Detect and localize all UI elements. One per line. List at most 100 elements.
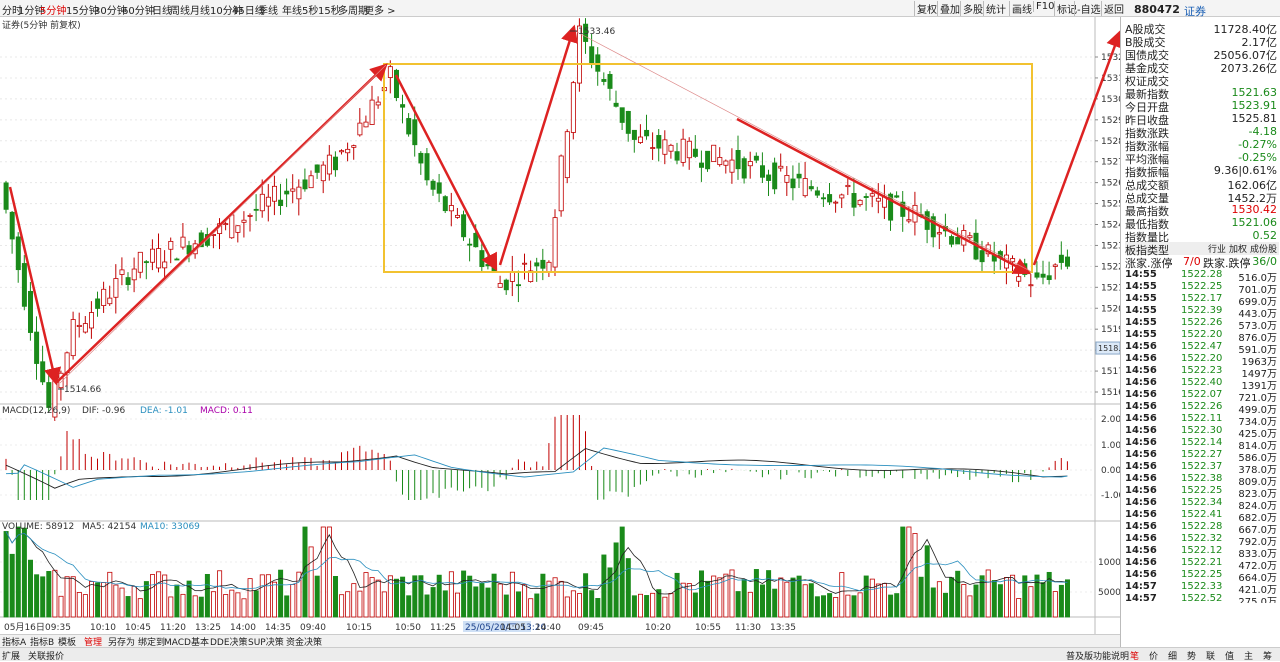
volume-bar bbox=[149, 574, 155, 618]
volume-bar bbox=[21, 527, 27, 618]
period-tab[interactable]: 5秒 bbox=[302, 6, 319, 17]
tick-price: 1522.21 bbox=[1181, 557, 1223, 568]
candle-body bbox=[375, 101, 381, 106]
tick-time: 14:55 bbox=[1125, 281, 1157, 292]
footer-tab[interactable]: 值 bbox=[1225, 652, 1235, 662]
candle-body bbox=[259, 193, 265, 212]
candle-body bbox=[1040, 273, 1046, 278]
footer-tab[interactable]: 价 bbox=[1149, 652, 1159, 662]
period-tab[interactable]: 15秒 bbox=[318, 6, 341, 17]
symbol-name[interactable]: 证券 bbox=[1184, 5, 1206, 18]
tick-volume: 701.0万 bbox=[1238, 285, 1277, 296]
volume-bar bbox=[27, 559, 33, 618]
toolbar-button[interactable]: 返回 bbox=[1101, 1, 1126, 16]
footer-tab[interactable]: 笔 bbox=[1130, 652, 1140, 662]
period-tab[interactable]: 分时 bbox=[2, 6, 22, 17]
volume-ma5-line bbox=[5, 531, 1068, 595]
period-tab[interactable]: 45日线 bbox=[232, 6, 265, 17]
toolbar-button[interactable]: 多股 bbox=[960, 1, 985, 16]
tick-row: 14:56 1522.41 682.0万 bbox=[1125, 509, 1279, 524]
tick-time: 14:56 bbox=[1125, 461, 1157, 472]
volume-bar bbox=[967, 595, 973, 618]
indicator-tab[interactable]: MACD基本 bbox=[164, 638, 209, 648]
volume-ma10-line bbox=[5, 531, 1068, 592]
period-tab[interactable]: 月线 bbox=[190, 6, 210, 17]
toolbar-button[interactable]: -自选 bbox=[1074, 1, 1103, 16]
toolbar-button[interactable]: F10 bbox=[1033, 1, 1056, 12]
footer-tab[interactable]: 势 bbox=[1187, 652, 1197, 662]
candle-body bbox=[448, 205, 454, 212]
period-tab[interactable]: 年线 bbox=[282, 6, 302, 17]
period-tab[interactable]: 60分钟 bbox=[122, 6, 155, 17]
candle-body bbox=[955, 236, 961, 245]
footer-tab[interactable]: 筹 bbox=[1263, 652, 1273, 662]
indicator-tab[interactable]: 绑定到 bbox=[138, 638, 166, 648]
tick-volume: 586.0万 bbox=[1238, 453, 1277, 464]
toolbar-button[interactable]: 统计 bbox=[983, 1, 1008, 16]
time-axis-label: 14:00 bbox=[230, 623, 256, 633]
footer-tab[interactable]: 主 bbox=[1244, 652, 1254, 662]
footer-tab[interactable]: 细 bbox=[1168, 652, 1178, 662]
period-tab[interactable]: 5分钟 bbox=[40, 6, 67, 17]
indicator-tab[interactable]: SUP决策 bbox=[248, 638, 284, 648]
candle-body bbox=[461, 214, 467, 238]
candle-body bbox=[320, 164, 326, 182]
kline-chart[interactable]: 1532153115301529152815271526152515241523… bbox=[0, 17, 1120, 634]
volume-bar bbox=[320, 526, 326, 618]
volume-bars bbox=[3, 526, 1071, 618]
period-tab[interactable]: 30分钟 bbox=[94, 6, 127, 17]
period-tab[interactable]: 15分钟 bbox=[66, 6, 99, 17]
candle-body bbox=[406, 118, 412, 135]
period-tab[interactable]: 周线 bbox=[170, 6, 190, 17]
board-type-value: 成份股 bbox=[1249, 245, 1277, 255]
indicator-tab[interactable]: 模板 bbox=[58, 638, 77, 648]
candle-body bbox=[705, 150, 711, 170]
toolbar-button[interactable]: 复权 bbox=[914, 1, 939, 16]
volume-bar bbox=[1004, 577, 1010, 618]
trend-arrow bbox=[736, 117, 1032, 275]
toolbar-button[interactable]: 画线 bbox=[1009, 1, 1034, 16]
period-tab[interactable]: 更多 > bbox=[364, 6, 396, 17]
volume-bar bbox=[119, 587, 125, 618]
toolbar-button[interactable]: 标记 bbox=[1054, 1, 1079, 16]
tick-row: 14:56 1522.21 472.0万 bbox=[1125, 557, 1279, 572]
footer-link[interactable]: 关联报价 bbox=[28, 652, 65, 662]
toolbar-button[interactable]: 叠加 bbox=[937, 1, 962, 16]
indicator-tab[interactable]: 指标B bbox=[30, 638, 55, 648]
volume-bar bbox=[442, 590, 448, 618]
candle-body bbox=[485, 264, 491, 267]
indicator-tab[interactable]: 另存为 bbox=[108, 638, 136, 648]
volume-bar bbox=[656, 589, 662, 618]
info-value: 2073.26亿 bbox=[1220, 62, 1278, 75]
macd-bars bbox=[5, 415, 1068, 500]
volume-bar bbox=[467, 575, 473, 618]
period-tab[interactable]: 季线 bbox=[258, 6, 278, 17]
volume-bar bbox=[631, 595, 637, 618]
volume-bar bbox=[332, 576, 338, 618]
candle-body bbox=[296, 186, 302, 200]
current-price-tag-label: 1518.1 bbox=[1098, 344, 1120, 353]
footer-link[interactable]: 扩展 bbox=[2, 652, 21, 662]
tick-price: 1522.25 bbox=[1181, 569, 1223, 580]
indicator-tab[interactable]: 资金决策 bbox=[286, 638, 323, 648]
indicator-tab[interactable]: 管理 bbox=[84, 638, 103, 648]
feature-help-link[interactable]: 普及版功能说明 bbox=[1066, 652, 1130, 662]
candle-body bbox=[577, 25, 583, 84]
period-tab[interactable]: 日线 bbox=[152, 6, 172, 17]
period-tab[interactable]: 10分钟 bbox=[210, 6, 243, 17]
period-tab[interactable]: 多周期 bbox=[338, 6, 368, 17]
volume-bar bbox=[485, 587, 491, 618]
volume-bar bbox=[259, 574, 265, 618]
indicator-tab[interactable]: 指标A bbox=[2, 638, 27, 648]
time-axis-label: 11:30 bbox=[735, 623, 761, 633]
info-label: 指数振幅 bbox=[1125, 166, 1169, 179]
up-label: 涨家.涨停 bbox=[1125, 257, 1173, 270]
indicator-tab[interactable]: DDE决策 bbox=[210, 638, 248, 648]
tick-volume: 833.0万 bbox=[1238, 549, 1277, 560]
volume-bar bbox=[875, 583, 881, 618]
tick-time: 14:56 bbox=[1125, 389, 1157, 400]
volume-bar bbox=[314, 575, 320, 618]
footer-tab[interactable]: 联 bbox=[1206, 652, 1216, 662]
info-row: 最高指数 1530.42 bbox=[1125, 203, 1279, 218]
period-tab[interactable]: 1分钟 bbox=[18, 6, 45, 17]
